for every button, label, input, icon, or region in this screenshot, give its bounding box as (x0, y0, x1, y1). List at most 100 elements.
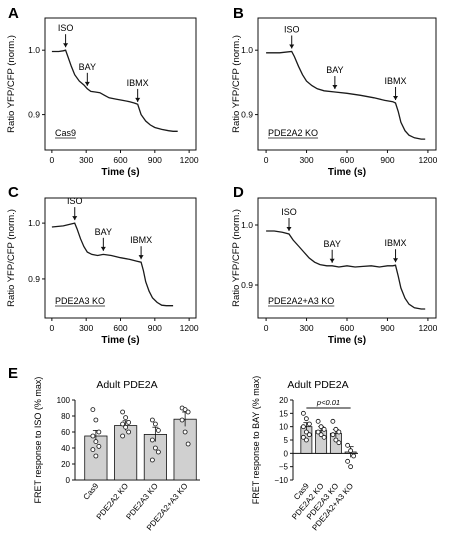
annotation-arrowhead (332, 85, 338, 90)
line-panel-a: A 0 300 600 900 1200 0.9 1.0 Time (s) Ratio YFP/C… (6, 5, 199, 178)
annotation-arrowhead (138, 255, 144, 260)
data-point (93, 417, 99, 423)
panel-label: B (233, 5, 244, 22)
data-point (120, 421, 126, 427)
data-point (330, 418, 336, 424)
data-point (149, 457, 155, 463)
trace-line (266, 230, 426, 310)
annotation-arrowhead (84, 81, 90, 86)
line-panel-d: D 0 300 600 900 1200 0.9 1.0 Time (s) Ratio YFP/C… (231, 184, 438, 346)
line-panel-b: B 0 300 600 900 1200 0.9 1.0 Time (s) Ratio YFP/C… (231, 5, 438, 178)
data-point (351, 453, 357, 459)
data-point (123, 415, 129, 421)
x-tick-label: 900 (380, 323, 394, 333)
x-tick-label: 600 (340, 323, 354, 333)
annotation-label: ISO (67, 196, 83, 206)
data-point (300, 424, 306, 430)
x-tick-label: 1200 (418, 323, 437, 333)
data-point (152, 445, 158, 451)
x-tick-label: 300 (79, 155, 93, 165)
data-point (120, 433, 126, 439)
y-tick-label: 40 (61, 444, 70, 453)
y-tick-label: 10 (279, 423, 288, 432)
annotation-label: BAY (323, 239, 340, 249)
x-tick-label: 300 (299, 155, 313, 165)
condition-label: Cas9 (55, 128, 76, 138)
data-point (315, 418, 321, 424)
annotation-arrowhead (393, 258, 399, 263)
data-point (336, 429, 342, 435)
annotation-label: BAY (326, 65, 343, 75)
y-tick-label: 1.0 (28, 218, 40, 228)
data-point (152, 421, 158, 427)
x-tick-label: 1200 (180, 155, 199, 165)
annotation-label: BAY (95, 227, 112, 237)
y-tick-label: 20 (61, 460, 70, 469)
y-axis-title: FRET response to ISO (% max) (33, 377, 43, 504)
data-point (90, 447, 96, 453)
trace-line (51, 49, 178, 132)
y-tick-label: 0 (284, 449, 289, 458)
y-tick-label: −5 (279, 463, 289, 472)
data-point (185, 409, 191, 415)
y-tick-label: 0.9 (241, 110, 253, 120)
data-point (348, 448, 354, 454)
annotation-label: ISO (284, 24, 300, 34)
y-tick-label: 100 (57, 396, 71, 405)
bar-panel-bay: Adult PDE2A −10 −5 0 5 10 15 20 FRET response to… (251, 376, 358, 532)
data-point (345, 458, 351, 464)
data-point (123, 424, 129, 430)
y-axis-title: FRET response to BAY (% max) (251, 376, 261, 505)
bar (114, 425, 138, 481)
data-point (321, 434, 327, 440)
data-point (155, 427, 161, 433)
x-tick-label: 600 (113, 323, 127, 333)
data-point (315, 429, 321, 435)
data-point (126, 429, 132, 435)
data-point (303, 437, 309, 443)
data-point (126, 419, 132, 425)
x-tick-label: 600 (340, 155, 354, 165)
chart-title: Adult PDE2A (287, 379, 348, 391)
data-point (96, 429, 102, 435)
y-tick-label: 80 (61, 412, 70, 421)
data-point (182, 429, 188, 435)
x-tick-label: 900 (148, 155, 162, 165)
annotation-label: IBMX (130, 235, 152, 245)
y-tick-label: 1.0 (28, 45, 40, 55)
data-point (345, 442, 351, 448)
data-point (185, 441, 191, 447)
data-point (90, 407, 96, 413)
bar (173, 418, 197, 481)
data-point (303, 429, 309, 435)
data-point (182, 407, 188, 413)
data-point (336, 440, 342, 446)
annotation-label: ISO (281, 207, 297, 217)
x-tick-label: 0 (264, 155, 269, 165)
bar-panel-iso: E Adult PDE2A 0 20 40 60 80 100 FRET response to… (8, 365, 200, 532)
annotation-arrowhead (135, 97, 141, 102)
panel-label: C (8, 184, 19, 201)
annotation-arrowhead (100, 246, 106, 251)
data-point (318, 424, 324, 430)
x-axis-title: Time (s) (328, 167, 366, 178)
x-axis-title: Time (s) (101, 167, 139, 178)
panel-label: A (8, 5, 19, 22)
condition-label: PDE2A2+A3 KO (268, 296, 334, 306)
x-tick-label: 0 (264, 323, 269, 333)
data-point (149, 417, 155, 423)
x-axis-title: Time (s) (101, 335, 139, 346)
panel-label: E (8, 365, 18, 382)
annotation-arrowhead (72, 216, 78, 221)
y-tick-label: 15 (279, 409, 288, 418)
annotation-arrowhead (329, 258, 335, 263)
y-tick-label: 0.9 (241, 280, 253, 290)
y-axis-title: Ratio YFP/CFP (norm.) (231, 35, 242, 133)
data-point (318, 432, 324, 438)
data-point (333, 437, 339, 443)
data-point (93, 439, 99, 445)
x-tick-label: 0 (49, 155, 54, 165)
data-point (303, 416, 309, 422)
annotation-arrowhead (393, 95, 399, 100)
